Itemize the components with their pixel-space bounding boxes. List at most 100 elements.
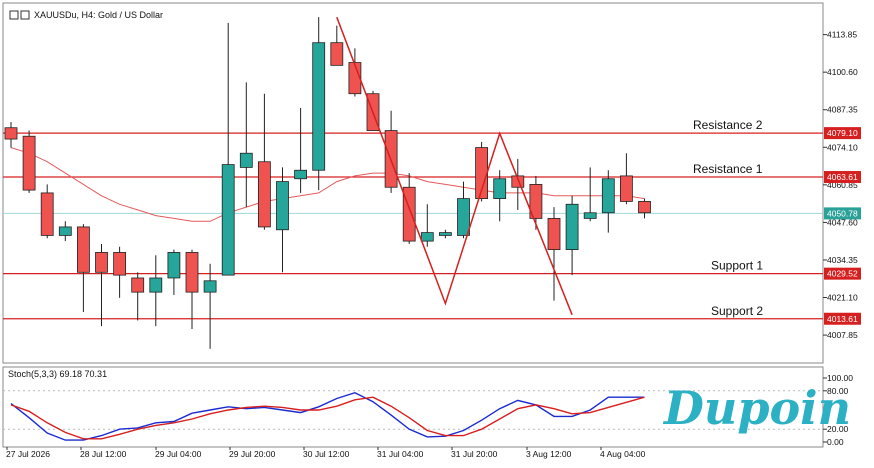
candle-body — [4, 127, 18, 140]
level-label: Support 2 — [711, 304, 763, 318]
candle — [221, 22, 235, 276]
candle-body — [493, 178, 507, 199]
candlesticks — [4, 17, 651, 349]
stoch-tick-label: 20.00 — [827, 424, 849, 434]
price-tick-label: 4021.10 — [827, 293, 858, 303]
candle — [167, 249, 181, 295]
candle-body — [330, 42, 344, 66]
level-price-tag — [824, 127, 861, 140]
candle-body — [58, 226, 72, 236]
level-label: Resistance 1 — [693, 162, 763, 176]
price-tick-label: 4047.60 — [827, 217, 858, 227]
candle-body — [348, 62, 362, 95]
ma-line — [10, 147, 645, 222]
candle-body — [638, 201, 651, 214]
candle — [203, 263, 217, 349]
support-resistance-levels: Resistance 2 Resistance 1 Support 1 Support… — [3, 118, 823, 320]
stoch-tick-label: 80.00 — [827, 386, 849, 396]
time-tick-label: 31 Jul 20:00 — [451, 449, 498, 459]
candle-body — [601, 178, 615, 214]
level-price-tag-text: 4063.61 — [827, 172, 858, 182]
candle — [420, 204, 434, 247]
candle-body — [203, 280, 217, 293]
candle — [58, 221, 72, 242]
candle — [638, 198, 651, 219]
candle — [583, 167, 597, 222]
candle-body — [312, 42, 326, 171]
candle — [40, 184, 54, 239]
time-tick-label: 4 Aug 04:00 — [600, 449, 646, 459]
stoch-plot-frame — [2, 366, 824, 448]
candle — [529, 175, 543, 230]
candle — [95, 243, 108, 327]
candle-body — [149, 277, 163, 293]
candle — [348, 48, 362, 97]
candle — [257, 93, 271, 230]
candle — [620, 153, 633, 205]
stoch-label: Stoch(5,3,3) 69.18 70.31 — [8, 369, 107, 379]
current-price-tag-text: 4050.78 — [827, 208, 858, 218]
time-tick-label: 28 Jul 12:00 — [80, 449, 127, 459]
candle-body — [221, 164, 235, 276]
level-price-tag-text: 4029.52 — [827, 269, 858, 279]
candle-body — [438, 232, 452, 236]
candle — [438, 229, 452, 239]
pattern-line — [336, 16, 573, 316]
candle-body — [40, 192, 54, 236]
candle-body — [113, 252, 126, 276]
level-price-tag — [824, 267, 861, 280]
candle — [22, 130, 36, 193]
symbol-menu-icon-2[interactable] — [20, 10, 30, 20]
candle-body — [294, 169, 308, 180]
candle — [330, 25, 344, 66]
candle — [149, 255, 163, 327]
time-tick-label: 30 Jul 12:00 — [303, 449, 350, 459]
candle — [547, 207, 561, 301]
level-price-tag — [824, 171, 861, 184]
level-label: Support 1 — [711, 259, 763, 273]
level-price-tag-text: 4013.61 — [827, 314, 858, 324]
candle-body — [167, 252, 181, 279]
main-plot-frame — [2, 2, 824, 364]
candle — [131, 272, 145, 321]
brand-logo: Dupoin — [662, 381, 851, 435]
price-tick-label: 4007.85 — [827, 330, 858, 340]
current-price-tag — [824, 207, 861, 220]
candle — [511, 158, 525, 210]
time-tick-label: 31 Jul 04:00 — [377, 449, 424, 459]
time-tick-label: 29 Jul 04:00 — [155, 449, 202, 459]
time-tick-label: 29 Jul 20:00 — [229, 449, 276, 459]
candle-body — [22, 135, 36, 191]
candle — [77, 224, 90, 312]
candle — [312, 17, 326, 191]
level-price-tag — [824, 312, 861, 325]
level-price-tag-text: 4079.10 — [827, 128, 858, 138]
level-label: Resistance 2 — [693, 118, 763, 132]
candle — [457, 181, 470, 239]
candle-body — [77, 226, 90, 273]
candle — [239, 82, 253, 208]
candle — [276, 167, 289, 273]
candle — [384, 110, 398, 193]
candle-body — [511, 175, 525, 188]
moving-average — [10, 147, 645, 222]
price-tick-label: 4074.10 — [827, 142, 858, 152]
price-tick-label: 4060.85 — [827, 180, 858, 190]
candle-body — [185, 252, 199, 293]
candle — [185, 249, 199, 329]
symbol-menu-icon[interactable] — [9, 10, 19, 20]
chart-header: XAUUSDu, H4: Gold / US Dollar — [9, 10, 163, 20]
candle — [493, 170, 507, 222]
stochastic-lines — [10, 391, 645, 441]
price-tick-label: 4113.85 — [827, 30, 857, 40]
time-tick-label: 3 Aug 12:00 — [526, 449, 572, 459]
candle-body — [131, 277, 145, 293]
pattern-trendline — [336, 16, 573, 316]
candle-body — [547, 218, 561, 251]
price-axis: 4113.85 4100.60 4087.35 4074.10 4060.85 4047.… — [823, 30, 858, 340]
candle-body — [565, 203, 579, 251]
stoch-tick-label: 100.00 — [827, 373, 853, 383]
candle — [4, 122, 18, 148]
candle — [113, 246, 126, 298]
